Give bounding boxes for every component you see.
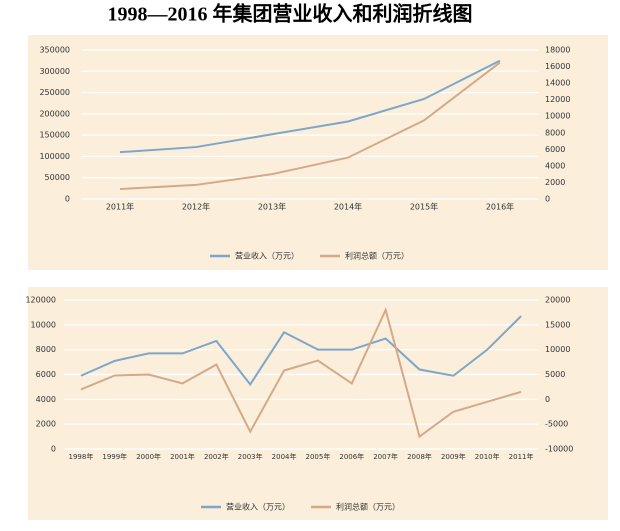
- x-tick-label: 2006年: [339, 452, 364, 461]
- y-tick-label: 200000: [39, 109, 70, 118]
- y-tick-label: 4000: [36, 395, 56, 404]
- y-tick-label: 120000: [25, 296, 56, 305]
- x-tick-label: 2009年: [441, 452, 466, 461]
- y-tick-label: 50000: [45, 173, 70, 182]
- x-tick-label: 2005年: [306, 452, 331, 461]
- y-tick-label: 2000: [36, 420, 56, 429]
- x-tick-label: 2001年: [170, 452, 195, 461]
- legend-label: 营业收入（万元）: [226, 502, 290, 512]
- series-line: [119, 61, 501, 191]
- y2-tick-label: 16000: [545, 62, 570, 71]
- y-tick-label: 350000: [39, 46, 70, 55]
- x-tick-label: 2015年: [410, 202, 438, 212]
- page-title: 1998—2016 年集团营业收入和利润折线图: [108, 2, 473, 26]
- x-tick-label: 1998年: [69, 452, 94, 461]
- series-line: [80, 306, 522, 439]
- y2-tick-label: 6000: [545, 145, 565, 154]
- y2-tick-label: 12000: [545, 95, 570, 104]
- y-tick-label: 100000: [39, 152, 70, 161]
- series-line: [119, 59, 501, 154]
- x-tick-label: 2011年: [106, 202, 134, 212]
- y2-tick-label: -10000: [545, 445, 573, 454]
- y-tick-label: 10000: [31, 320, 56, 329]
- x-tick-label: 2008年: [407, 452, 432, 461]
- x-tick-label: 2010年: [475, 452, 500, 461]
- x-tick-label: 2011年: [509, 452, 534, 461]
- y2-tick-label: 15000: [545, 320, 570, 329]
- series-line: [80, 315, 522, 387]
- x-tick-label: 2007年: [373, 452, 398, 461]
- chart-panel: [28, 287, 608, 520]
- y2-tick-label: 10000: [545, 112, 570, 121]
- legend-label: 利润总额（万元）: [336, 502, 400, 512]
- y-tick-label: 8000: [36, 345, 56, 354]
- x-tick-label: 2002年: [204, 452, 229, 461]
- y2-tick-label: -5000: [545, 420, 568, 429]
- x-tick-label: 2003年: [238, 452, 263, 461]
- legend-label: 利润总额（万元）: [345, 251, 409, 261]
- x-tick-label: 2000年: [136, 452, 161, 461]
- y-tick-label: 6000: [36, 370, 56, 379]
- y2-tick-label: 8000: [545, 128, 565, 137]
- x-tick-label: 2014年: [334, 202, 362, 212]
- y2-tick-label: 2000: [545, 178, 565, 187]
- y2-tick-label: 0: [545, 195, 550, 204]
- chart-panel: [28, 35, 608, 270]
- x-tick-label: 2013年: [258, 202, 286, 212]
- y-tick-label: 150000: [39, 131, 70, 140]
- y2-tick-label: 20000: [545, 296, 570, 305]
- y-tick-label: 0: [65, 195, 70, 204]
- y2-tick-label: 5000: [545, 370, 565, 379]
- y-tick-label: 250000: [39, 88, 70, 97]
- y2-tick-label: 4000: [545, 161, 565, 170]
- legend-label: 营业收入（万元）: [235, 251, 299, 261]
- x-tick-label: 2004年: [272, 452, 297, 461]
- y-tick-label: 0: [51, 445, 56, 454]
- x-tick-label: 2012年: [182, 202, 210, 212]
- x-tick-label: 1999年: [102, 452, 127, 461]
- y2-tick-label: 18000: [545, 46, 570, 55]
- y2-tick-label: 0: [545, 395, 550, 404]
- y-tick-label: 300000: [39, 67, 70, 76]
- y2-tick-label: 14000: [545, 79, 570, 88]
- y2-tick-label: 10000: [545, 345, 570, 354]
- x-tick-label: 2016年: [486, 202, 514, 212]
